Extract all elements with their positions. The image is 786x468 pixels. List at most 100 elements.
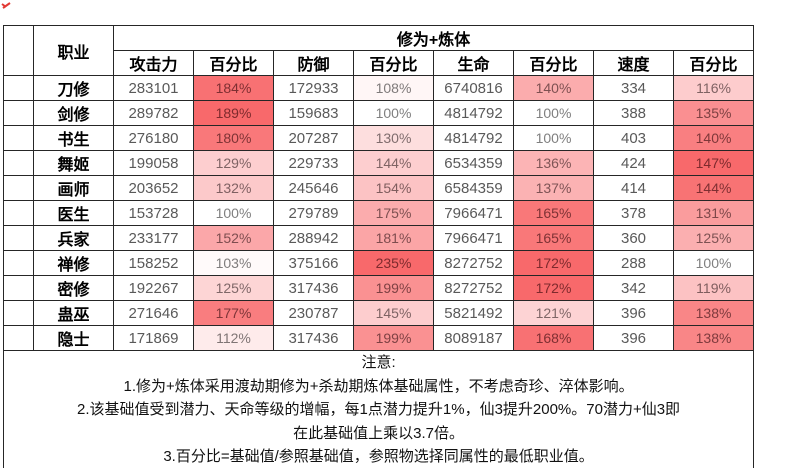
value-cell: 233177: [113, 225, 194, 251]
table-row: 书生 276180 180% 207287 130% 4814792 100% 403 140%: [3, 125, 755, 151]
value-cell: 7966471: [433, 200, 514, 226]
value-cell: 317436: [273, 275, 354, 301]
value-cell: 342: [593, 275, 674, 301]
value-cell: 172933: [273, 75, 354, 101]
percent-cell: 112%: [193, 325, 274, 351]
percent-cell: 129%: [193, 150, 274, 176]
class-cell: 剑修: [33, 100, 114, 126]
value-cell: 7966471: [433, 225, 514, 251]
class-cell: 刀修: [33, 75, 114, 101]
value-cell: 203652: [113, 175, 194, 201]
percent-cell: 172%: [513, 275, 594, 301]
value-cell: 289782: [113, 100, 194, 126]
percent-cell: 119%: [672, 275, 755, 301]
percent-cell: 189%: [193, 100, 274, 126]
class-cell: 书生: [33, 125, 114, 151]
percent-cell: 103%: [193, 250, 274, 276]
value-cell: 288: [593, 250, 674, 276]
table-row: 密修 192267 125% 317436 199% 8272752 172% 342 119%: [3, 275, 755, 301]
percent-cell: 154%: [353, 175, 434, 201]
percent-cell: 100%: [193, 200, 274, 226]
narrow-spacer-cell: [3, 25, 34, 76]
percent-cell: 130%: [353, 125, 434, 151]
percent-cell: 132%: [193, 175, 274, 201]
class-cell: 医生: [33, 200, 114, 226]
value-cell: 271646: [113, 300, 194, 326]
corner-header-cell: 职业: [33, 25, 114, 76]
table-row: 隐士 171869 112% 317436 199% 8089187 168% 396 138%: [3, 325, 755, 351]
percent-cell: 199%: [353, 325, 434, 351]
percent-cell: 180%: [193, 125, 274, 151]
header-row-group: 职业 修为+炼体: [3, 25, 755, 76]
value-cell: 6534359: [433, 150, 514, 176]
percent-cell: 100%: [513, 100, 594, 126]
subheader-cell-2: 防御: [273, 50, 354, 76]
value-cell: 207287: [273, 125, 354, 151]
value-cell: 8089187: [433, 325, 514, 351]
value-cell: 276180: [113, 125, 194, 151]
note-line: 1.修为+炼体采用渡劫期修为+杀劫期炼体基础属性，不考虑奇珍、淬体影响。: [123, 377, 634, 395]
value-cell: 153728: [113, 200, 194, 226]
value-cell: 229733: [273, 150, 354, 176]
subheader-cell-5: 百分比: [513, 50, 594, 76]
subheader-cell-6: 速度: [593, 50, 674, 76]
percent-cell: 177%: [193, 300, 274, 326]
value-cell: 6740816: [433, 75, 514, 101]
percent-cell: 138%: [672, 325, 755, 351]
value-cell: 279789: [273, 200, 354, 226]
table-row: 兵家 233177 152% 288942 181% 7966471 165% 360 125%: [3, 225, 755, 251]
value-cell: 5821492: [433, 300, 514, 326]
value-cell: 317436: [273, 325, 354, 351]
table-row: 剑修 289782 189% 159683 100% 4814792 100% 388 135%: [3, 100, 755, 126]
percent-cell: 125%: [672, 225, 755, 251]
table-row: 刀修 283101 184% 172933 108% 6740816 140% 334 116%: [3, 75, 755, 101]
percent-cell: 116%: [672, 75, 755, 101]
narrow-spacer-cell: [3, 225, 34, 251]
notes-row: 注意: 1.修为+炼体采用渡劫期修为+杀劫期炼体基础属性，不考虑奇珍、淬体影响。 2…: [2, 350, 755, 468]
percent-cell: 172%: [513, 250, 594, 276]
subheader-cell-1: 百分比: [193, 50, 274, 76]
value-cell: 199058: [113, 150, 194, 176]
percent-cell: 145%: [353, 300, 434, 326]
narrow-spacer-cell: [3, 75, 34, 101]
percent-cell: 147%: [672, 150, 755, 176]
percent-cell: 184%: [193, 75, 274, 101]
percent-cell: 152%: [193, 225, 274, 251]
value-cell: 4814792: [433, 100, 514, 126]
value-cell: 375166: [273, 250, 354, 276]
percent-cell: 140%: [513, 75, 594, 101]
percent-cell: 131%: [672, 200, 755, 226]
percent-cell: 125%: [193, 275, 274, 301]
table-row: 画师 203652 132% 245646 154% 6584359 137% 414 144%: [3, 175, 755, 201]
percent-cell: 144%: [672, 175, 755, 201]
narrow-spacer-cell: [3, 100, 34, 126]
note-line: 注意:: [361, 354, 396, 371]
value-cell: 230787: [273, 300, 354, 326]
notes-cell: 注意: 1.修为+炼体采用渡劫期修为+杀劫期炼体基础属性，不考虑奇珍、淬体影响。 2…: [2, 350, 755, 468]
percent-cell: 100%: [672, 250, 755, 276]
value-cell: 192267: [113, 275, 194, 301]
value-cell: 334: [593, 75, 674, 101]
percent-cell: 199%: [353, 275, 434, 301]
class-cell: 画师: [33, 175, 114, 201]
value-cell: 8272752: [433, 275, 514, 301]
narrow-spacer-cell: [3, 250, 34, 276]
narrow-spacer-cell: [3, 150, 34, 176]
group-header-cell: 修为+炼体: [112, 25, 755, 51]
percent-cell: 137%: [513, 175, 594, 201]
value-cell: 388: [593, 100, 674, 126]
subheader-cell-3: 百分比: [353, 50, 434, 76]
header-row-sub: 攻击力 百分比 防御 百分比 生命 百分比 速度 百分比: [4, 50, 755, 76]
subheader-cell-7: 百分比: [672, 50, 755, 76]
class-cell: 兵家: [33, 225, 114, 251]
class-cell: 蛊巫: [33, 300, 114, 326]
value-cell: 171869: [113, 325, 194, 351]
class-cell: 密修: [33, 275, 114, 301]
value-cell: 378: [593, 200, 674, 226]
value-cell: 4814792: [433, 125, 514, 151]
value-cell: 288942: [273, 225, 354, 251]
table-row: 医生 153728 100% 279789 175% 7966471 165% 378 131%: [3, 200, 755, 226]
class-cell: 禅修: [33, 250, 114, 276]
narrow-spacer-cell: [3, 275, 34, 301]
